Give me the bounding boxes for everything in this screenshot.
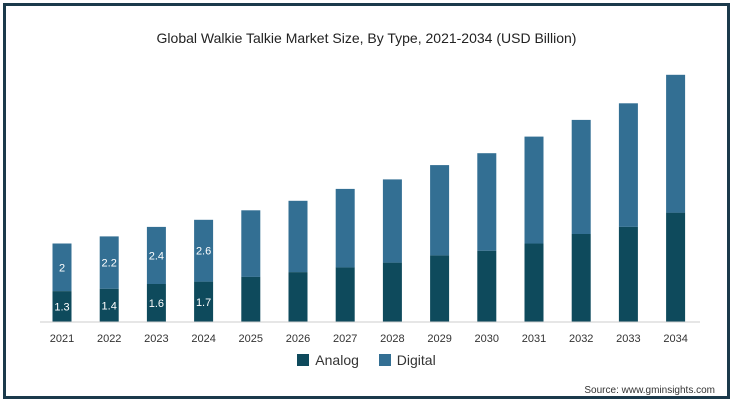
bar-analog-2026 [288, 272, 308, 322]
bar-analog-2027 [335, 267, 355, 322]
x-tick-label-2024: 2024 [191, 333, 215, 345]
bar-digital-2033 [618, 103, 638, 227]
x-tick-label-2026: 2026 [286, 333, 310, 345]
chart-frame [3, 3, 730, 399]
bar-analog-2032 [571, 234, 591, 322]
bar-analog-2024 [194, 281, 214, 322]
x-tick-label-2028: 2028 [380, 333, 404, 345]
data-label-analog-2024: 1.7 [196, 297, 211, 309]
x-tick-label-2034: 2034 [663, 333, 687, 345]
data-label-analog-2022: 1.4 [102, 300, 117, 312]
bar-digital-2024 [194, 219, 214, 282]
x-tick-label-2022: 2022 [97, 333, 121, 345]
data-label-digital-2022: 2.2 [102, 258, 117, 270]
bar-digital-2025 [241, 210, 261, 277]
x-tick-label-2021: 2021 [50, 333, 74, 345]
x-tick-label-2031: 2031 [522, 333, 546, 345]
data-label-analog-2021: 1.3 [54, 302, 69, 314]
source-note: Source: www.gminsights.com [584, 385, 715, 396]
bar-digital-2021 [52, 243, 72, 291]
x-tick-label-2029: 2029 [427, 333, 451, 345]
bar-digital-2022 [99, 236, 119, 289]
data-label-digital-2024: 2.6 [196, 246, 211, 258]
bar-analog-2021 [52, 291, 72, 322]
legend-label-analog: Analog [315, 352, 359, 368]
legend: Analog Digital [0, 352, 733, 368]
bar-digital-2029 [430, 165, 450, 256]
data-label-digital-2021: 2 [59, 262, 65, 274]
data-label-analog-2023: 1.6 [149, 298, 164, 310]
bar-digital-2031 [524, 136, 544, 244]
legend-label-digital: Digital [396, 352, 436, 368]
bar-digital-2026 [288, 200, 308, 273]
legend-swatch-digital [378, 354, 391, 366]
legend-item-analog: Analog [297, 352, 359, 368]
x-tick-label-2023: 2023 [144, 333, 168, 345]
bar-analog-2033 [618, 226, 638, 322]
bar-analog-2030 [477, 250, 497, 322]
bar-digital-2034 [666, 74, 686, 213]
legend-swatch-analog [297, 354, 310, 366]
bar-digital-2028 [382, 179, 402, 263]
bar-analog-2034 [666, 212, 686, 322]
legend-item-digital: Digital [378, 352, 436, 368]
bar-analog-2028 [382, 262, 402, 322]
bar-analog-2022 [99, 288, 119, 322]
bar-analog-2025 [241, 276, 261, 322]
bar-analog-2029 [430, 255, 450, 322]
bar-analog-2031 [524, 243, 544, 322]
x-tick-label-2027: 2027 [333, 333, 357, 345]
x-tick-label-2032: 2032 [569, 333, 593, 345]
chart-title: Global Walkie Talkie Market Size, By Typ… [156, 30, 577, 46]
x-tick-label-2033: 2033 [616, 333, 640, 345]
data-label-digital-2023: 2.4 [149, 250, 164, 262]
bar-digital-2023 [146, 226, 166, 284]
x-tick-label-2025: 2025 [239, 333, 263, 345]
bar-digital-2030 [477, 153, 497, 251]
bar-analog-2023 [146, 284, 166, 322]
bar-digital-2027 [335, 188, 355, 268]
bar-digital-2032 [571, 119, 591, 234]
x-tick-label-2030: 2030 [475, 333, 499, 345]
